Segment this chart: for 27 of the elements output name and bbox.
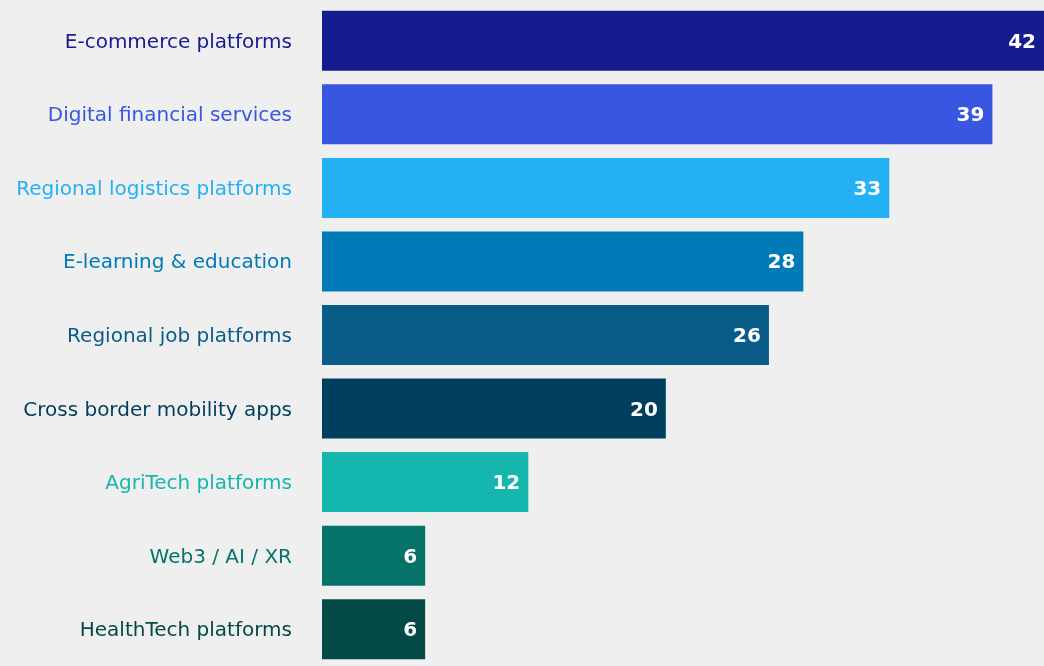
y-tick-label: E-commerce platforms	[64, 28, 292, 53]
data-label: 20	[629, 396, 658, 421]
bar	[322, 599, 426, 660]
bar	[322, 378, 666, 439]
data-label: 6	[403, 543, 418, 568]
data-label: 6	[403, 617, 418, 642]
y-tick-label: HealthTech platforms	[79, 617, 292, 642]
bar	[322, 525, 426, 586]
y-tick-label: AgriTech platforms	[105, 470, 292, 495]
data-label: 33	[853, 175, 882, 200]
bar	[322, 231, 804, 292]
bar	[322, 452, 529, 513]
bar	[322, 305, 769, 365]
y-tick-label: E-learning & education	[63, 249, 292, 274]
data-label: 39	[956, 102, 985, 127]
y-tick-label: Digital financial services	[47, 102, 292, 127]
y-tick-label: Cross border mobility apps	[23, 396, 292, 421]
bar	[322, 84, 993, 145]
data-label: 26	[733, 323, 761, 347]
bar	[322, 10, 1044, 71]
data-label: 12	[492, 470, 521, 495]
y-tick-label: Web3 / AI / XR	[149, 543, 293, 568]
y-tick-label: Regional logistics platforms	[16, 175, 292, 200]
data-label: 28	[767, 249, 796, 274]
bar	[322, 157, 890, 218]
y-tick-label: Regional job platforms	[67, 323, 292, 347]
data-label: 42	[1008, 28, 1036, 53]
